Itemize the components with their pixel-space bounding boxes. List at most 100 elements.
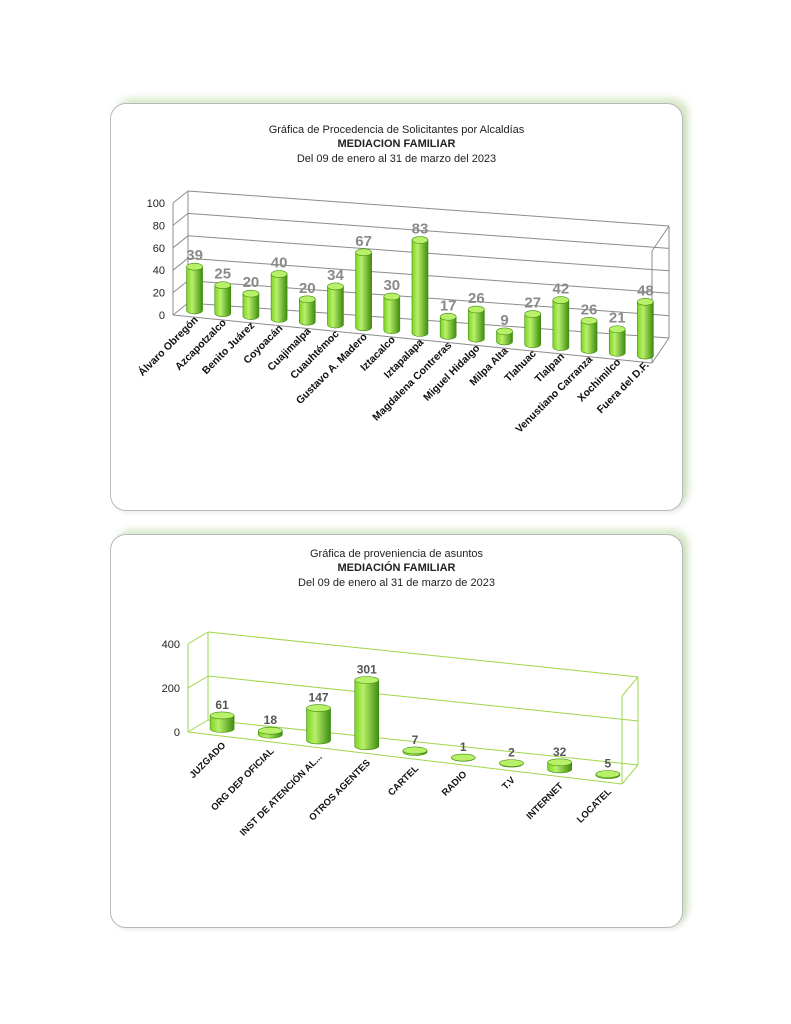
data-label: 25 — [214, 266, 231, 283]
bar-body — [242, 293, 260, 320]
y-tick-label: 400 — [162, 639, 180, 651]
bar — [552, 296, 570, 351]
bar — [209, 711, 235, 733]
bar-body — [298, 299, 316, 326]
data-label: 17 — [440, 297, 457, 314]
chart-period: Del 09 de enero al 31 de marzo de 2023 — [298, 577, 495, 589]
bar — [439, 312, 457, 340]
bar-top — [524, 310, 542, 318]
bar — [242, 289, 260, 320]
bar-top — [547, 758, 572, 767]
chart-frame — [187, 631, 639, 785]
bar — [496, 327, 513, 346]
chart-subtitle: MEDIACION FAMILIAR — [337, 138, 456, 150]
bar-top — [214, 281, 232, 290]
bar — [499, 759, 524, 768]
data-label: 40 — [271, 255, 288, 272]
category-label: JUZGADO — [188, 740, 229, 781]
bar-body — [383, 296, 401, 334]
bar — [298, 295, 316, 326]
chart-period: Del 09 de enero al 31 de marzo del 2023 — [296, 153, 497, 165]
gridline — [172, 212, 670, 249]
data-label: 30 — [383, 277, 400, 294]
bar — [547, 758, 572, 774]
chart-card-alcaldias: Gráfica de Procedencia de Solicitantes p… — [110, 103, 683, 511]
y-tick-label: 200 — [162, 683, 180, 695]
bar-top — [499, 759, 524, 767]
bar — [327, 282, 344, 329]
bar — [306, 704, 331, 745]
bar-top — [298, 295, 316, 304]
bar-body — [580, 320, 598, 354]
gridline — [172, 257, 670, 294]
data-label: 67 — [355, 233, 372, 250]
bar-top — [580, 317, 598, 325]
floor-front-edge — [172, 314, 653, 364]
bar-top — [468, 305, 485, 314]
data-label: 18 — [264, 713, 278, 727]
bar-top — [327, 282, 344, 291]
bar — [355, 248, 372, 332]
gridline — [172, 235, 670, 272]
back-top-edge — [187, 190, 670, 227]
bar — [608, 325, 626, 357]
category-label: LOCATEL — [575, 786, 614, 825]
bar — [637, 298, 654, 360]
left-top-edge — [172, 190, 189, 204]
bar-top — [496, 327, 513, 336]
back-top-edge — [207, 631, 639, 678]
data-label: 5 — [605, 757, 612, 771]
bar-top — [402, 746, 428, 755]
data-label: 48 — [637, 282, 654, 299]
chart-card-asuntos: Gráfica de proveniencia de asuntos MEDIA… — [110, 534, 683, 928]
y-tick-label: 0 — [159, 310, 165, 322]
y-tick-label: 60 — [153, 243, 165, 255]
bar-body — [439, 316, 457, 340]
data-label: 21 — [609, 310, 626, 327]
data-label: 1 — [460, 740, 467, 754]
data-label: 7 — [412, 733, 419, 747]
data-label: 32 — [553, 745, 567, 759]
data-label: 301 — [357, 663, 377, 677]
bar-top — [411, 236, 429, 244]
data-label: 42 — [553, 281, 570, 298]
back-bottom-edge — [207, 719, 639, 766]
bar-top — [595, 770, 621, 778]
data-label: 2 — [508, 746, 515, 760]
data-label: 83 — [412, 221, 429, 238]
right-top-edge — [621, 676, 639, 697]
bar — [186, 262, 203, 315]
bar-body — [186, 266, 203, 315]
bar — [383, 292, 401, 334]
bar-top — [355, 248, 372, 257]
bar-body — [209, 715, 235, 733]
category-label: CARTEL — [386, 763, 421, 798]
bar-body — [524, 313, 542, 349]
bar-body — [468, 309, 485, 343]
bar-top — [354, 676, 380, 684]
floor-left-edge — [187, 719, 209, 733]
bar-body — [355, 252, 372, 332]
bar-top — [186, 262, 203, 271]
right-top-edge — [651, 225, 670, 252]
bar-body — [354, 679, 380, 751]
data-label: 20 — [299, 280, 316, 297]
bar — [214, 281, 232, 317]
bar-top — [608, 325, 626, 334]
category-label: OTROS AGENTES — [307, 758, 373, 824]
bar-body — [411, 239, 429, 337]
bar — [524, 310, 542, 349]
data-label: 34 — [327, 267, 344, 284]
chart-title: Gráfica de proveniencia de asuntos — [309, 548, 484, 560]
data-label: 26 — [468, 290, 485, 307]
chart-subtitle: MEDIACIÓN FAMILIAR — [337, 562, 456, 574]
bar — [411, 236, 429, 337]
bar-body — [552, 299, 570, 351]
gridline — [187, 675, 639, 722]
bar — [580, 317, 598, 354]
data-label: 147 — [309, 691, 329, 705]
left-top-edge — [187, 631, 209, 645]
y-tick-label: 80 — [153, 220, 165, 232]
bar-top — [450, 753, 476, 762]
